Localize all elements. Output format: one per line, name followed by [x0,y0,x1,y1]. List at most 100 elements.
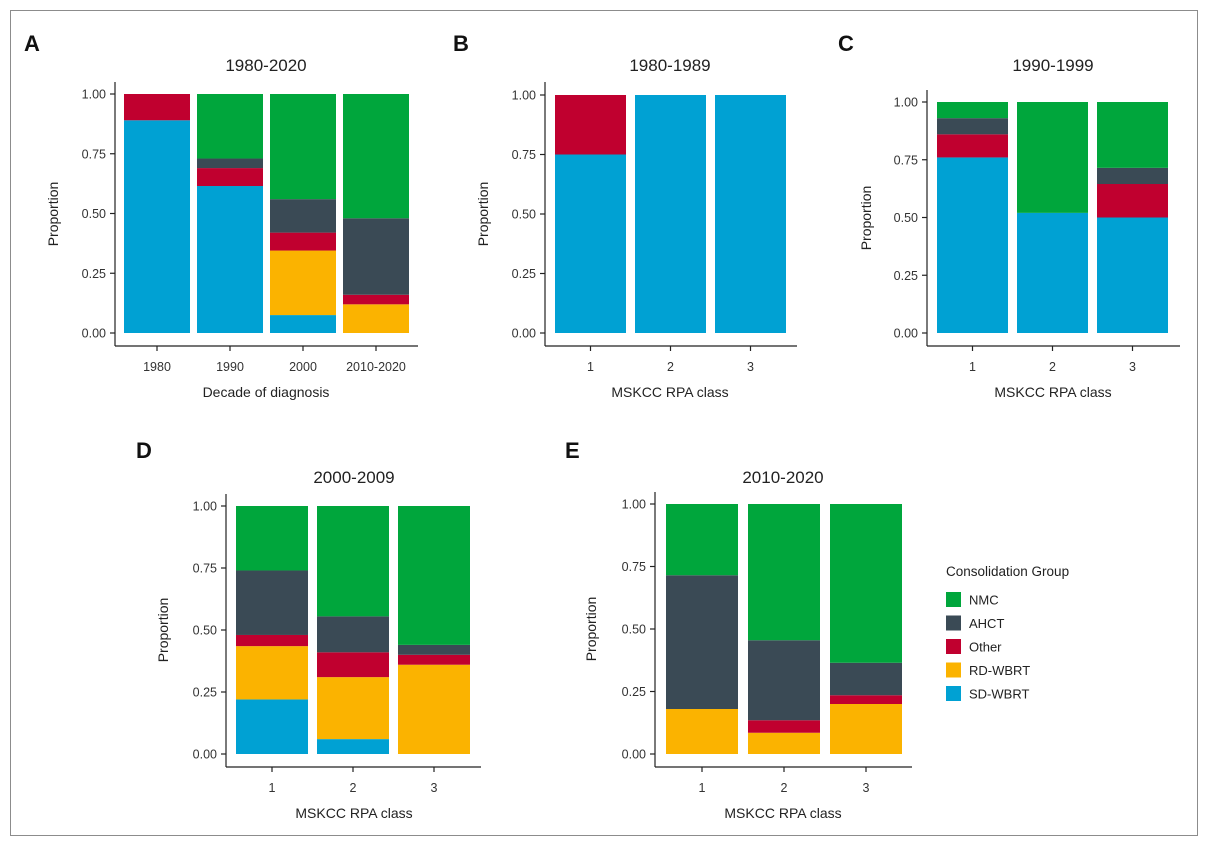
x-tick-label: 1 [269,781,276,795]
panel-d-title: 2000-2009 [313,468,394,487]
legend-swatch-nmc [946,592,961,607]
y-tick-label: 0.50 [622,623,646,637]
bar-segment-ahct-3 [830,662,902,696]
panel-a-title: 1980-2020 [225,56,306,75]
panel-e: E 2010-2020 0.00 0.25 0.50 0.75 1.00 1 2 3 MSK… [565,438,912,821]
panel-c-x-title: MSKCC RPA class [994,384,1111,400]
bar-segment-rd-wbrt-1 [666,709,738,754]
bar-segment-sd-wbrt-1990 [197,186,263,333]
bar-segment-ahct-2000 [270,199,336,233]
bar-segment-rd-wbrt-1 [236,646,308,700]
y-tick-label: 0.75 [82,147,106,161]
x-tick-label: 1 [969,360,976,374]
bar-segment-sd-wbrt-1 [555,154,626,333]
bar-segment-ahct-1990 [197,158,263,169]
x-tick-label: 2 [667,360,674,374]
bar-segment-nmc-3 [1097,102,1168,168]
panel-letter-e: E [565,438,580,463]
y-tick-label: 0.75 [512,148,536,162]
bar-segment-nmc-3 [398,506,470,645]
x-tick-label: 1980 [143,360,171,374]
bar-segment-other-1 [236,634,308,647]
panel-c-y-title: Proportion [858,186,874,251]
y-tick-label: 0.25 [512,267,536,281]
bar-segment-other-3 [1097,184,1168,218]
panel-b-bars [555,95,786,333]
legend-label-ahct: AHCT [969,616,1004,631]
panel-e-x-ticks: 1 2 3 [699,767,870,795]
y-tick-label: 0.50 [512,208,536,222]
panel-d-y-ticks: 0.00 0.25 0.50 0.75 1.00 [193,500,226,762]
bar-segment-other-2 [748,720,820,733]
panel-a-y-title: Proportion [45,182,61,247]
bar-segment-rd-wbrt-2010-2020 [343,304,409,333]
panel-e-title: 2010-2020 [742,468,823,487]
bar-segment-sd-wbrt-3 [1097,217,1168,333]
legend-swatch-sd-wbrt [946,686,961,701]
bar-segment-ahct-2 [317,616,389,653]
panel-b-x-title: MSKCC RPA class [611,384,728,400]
bar-segment-other-2000 [270,232,336,251]
x-tick-label: 2 [1049,360,1056,374]
panel-b-y-title: Proportion [475,182,491,247]
bar-segment-ahct-3 [1097,167,1168,185]
bar-segment-nmc-1 [937,102,1008,119]
panel-d-x-ticks: 1 2 3 [269,767,438,795]
panel-letter-b: B [453,31,469,56]
legend-label-sd-wbrt: SD-WBRT [969,687,1029,702]
bar-segment-sd-wbrt-2000 [270,315,336,333]
panel-e-y-title: Proportion [583,597,599,662]
panel-d: D 2000-2009 0.00 0.25 0.50 0.75 1.00 1 2 3 MSK… [136,438,481,821]
panel-b: B 1980-1989 0.00 0.25 0.50 0.75 1.00 1 2 3 MSK… [453,31,797,400]
x-tick-label: 1 [587,360,594,374]
bar-segment-other-1980 [124,94,190,121]
bar-segment-other-3 [398,654,470,665]
panel-a-bars [124,94,409,333]
bar-segment-nmc-3 [830,504,902,663]
bar-segment-sd-wbrt-1 [236,699,308,754]
x-tick-label: 2010-2020 [346,360,406,374]
panel-d-bars [236,506,470,754]
y-tick-label: 0.25 [894,269,918,283]
bar-segment-other-1 [937,134,1008,158]
bar-segment-sd-wbrt-2 [635,95,706,333]
panel-b-title: 1980-1989 [629,56,710,75]
panel-a-x-title: Decade of diagnosis [203,384,330,400]
y-tick-label: 1.00 [622,498,646,512]
legend-label-nmc: NMC [969,593,999,608]
bar-segment-sd-wbrt-2 [1017,212,1088,333]
panel-e-x-title: MSKCC RPA class [724,805,841,821]
bar-segment-sd-wbrt-1 [937,157,1008,333]
bar-segment-rd-wbrt-3 [830,704,902,754]
bar-segment-sd-wbrt-3 [715,95,786,333]
panel-c: C 1990-1999 0.00 0.25 0.50 0.75 1.00 1 2 3 MSK… [838,31,1180,400]
bar-segment-ahct-1 [666,575,738,709]
y-tick-label: 0.50 [82,207,106,221]
bar-segment-rd-wbrt-2000 [270,250,336,316]
legend-items: NMC AHCT Other RD-WBRT SD-WBRT [946,592,1030,702]
legend-label-rd-wbrt: RD-WBRT [969,663,1030,678]
y-tick-label: 0.00 [622,748,646,762]
x-tick-label: 1 [699,781,706,795]
x-tick-label: 2000 [289,360,317,374]
bar-segment-other-2010-2020 [343,294,409,305]
x-tick-label: 2 [781,781,788,795]
y-tick-label: 0.25 [82,267,106,281]
bar-segment-nmc-1 [666,504,738,576]
bar-segment-nmc-1990 [197,94,263,159]
legend-swatch-ahct [946,615,961,631]
panel-c-y-ticks: 0.00 0.25 0.50 0.75 1.00 [894,96,927,341]
panel-a-x-ticks: 1980 1990 2000 2010-2020 [143,346,406,374]
bar-segment-other-2 [317,652,389,678]
legend-swatch-rd-wbrt [946,662,961,678]
bar-segment-nmc-2 [1017,102,1088,213]
legend: Consolidation Group NMC AHCT Other RD-WBRT S… [946,564,1069,702]
panel-b-x-ticks: 1 2 3 [587,346,754,374]
y-tick-label: 0.75 [193,562,217,576]
bar-segment-ahct-3 [398,644,470,655]
y-tick-label: 0.75 [622,560,646,574]
panel-a-y-ticks: 0.00 0.25 0.50 0.75 1.00 [82,88,115,341]
panel-e-y-ticks: 0.00 0.25 0.50 0.75 1.00 [622,498,655,762]
y-tick-label: 0.00 [512,327,536,341]
